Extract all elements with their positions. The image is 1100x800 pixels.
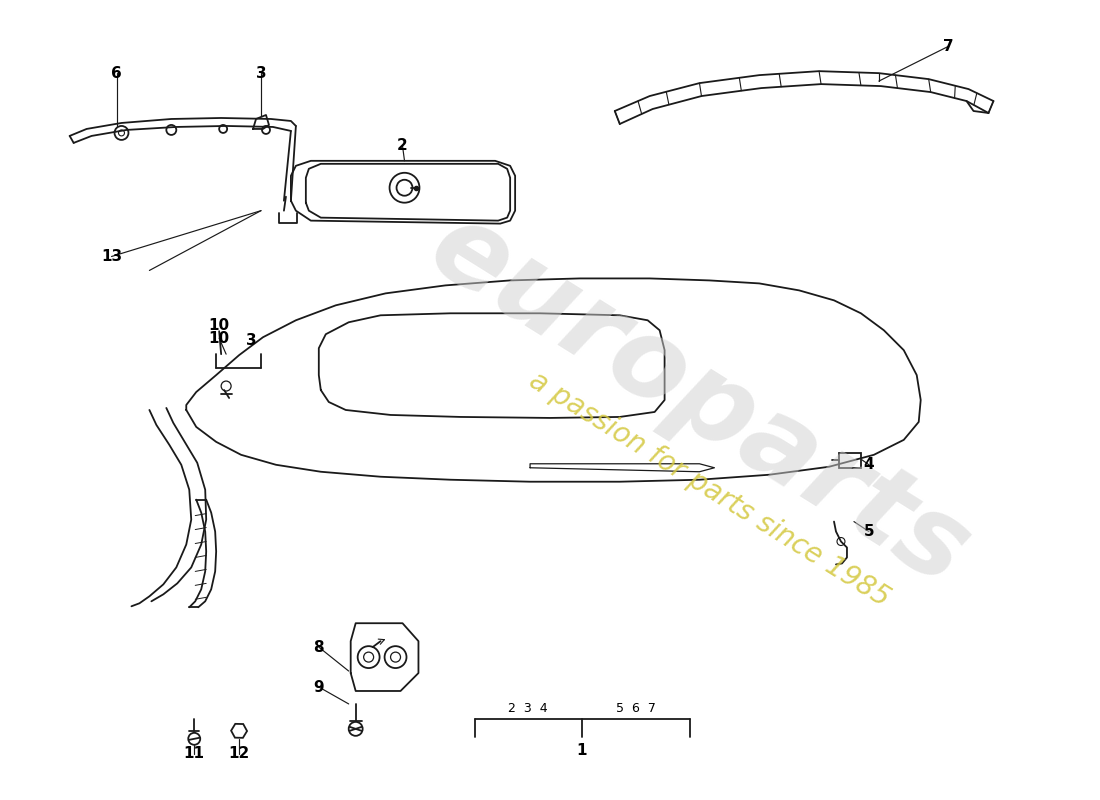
Text: europarts: europarts	[410, 192, 988, 608]
Text: 1: 1	[576, 743, 587, 758]
Text: 10: 10	[209, 330, 230, 346]
Text: 2: 2	[397, 138, 408, 154]
Text: 5: 5	[864, 524, 874, 539]
Text: 10: 10	[209, 318, 230, 333]
Text: 9: 9	[314, 679, 324, 694]
Text: 12: 12	[229, 746, 250, 762]
FancyBboxPatch shape	[839, 453, 861, 468]
Text: 4: 4	[864, 458, 874, 472]
Text: 11: 11	[184, 746, 205, 762]
Text: 6: 6	[111, 66, 122, 81]
Text: 5  6  7: 5 6 7	[616, 702, 656, 715]
Text: 7: 7	[944, 38, 954, 54]
Text: a passion for parts since 1985: a passion for parts since 1985	[524, 366, 894, 613]
Text: 8: 8	[314, 640, 324, 654]
Text: 3: 3	[255, 66, 266, 81]
Text: 3: 3	[245, 333, 256, 348]
Text: 13: 13	[101, 249, 122, 264]
Text: 2  3  4: 2 3 4	[508, 702, 548, 715]
